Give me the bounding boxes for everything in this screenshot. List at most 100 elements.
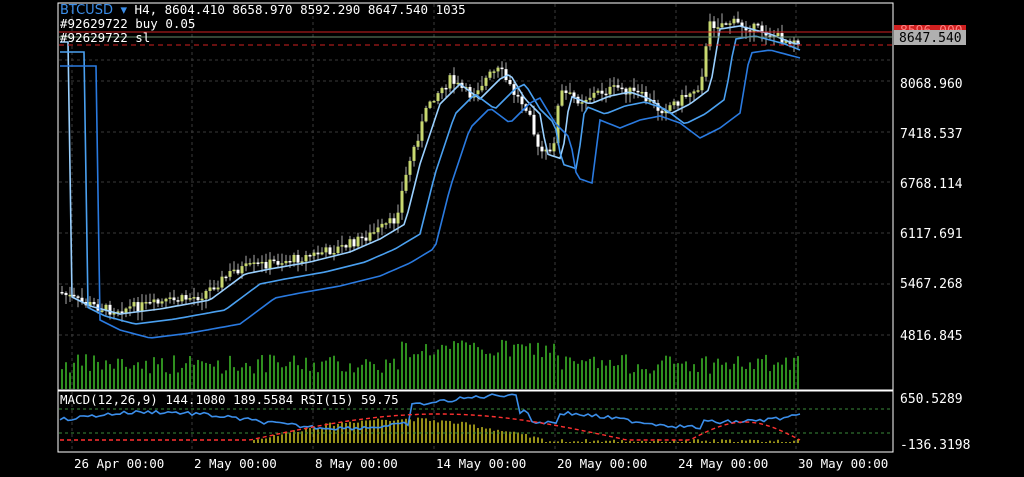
candle-body: [212, 287, 216, 290]
candle-body: [236, 269, 240, 274]
candle-body: [368, 232, 372, 241]
candle-body: [204, 290, 208, 299]
candle-body: [680, 94, 684, 106]
candle-body: [300, 261, 304, 263]
candle-body: [596, 90, 600, 93]
candle-body: [144, 302, 148, 304]
price-label: 4816.845: [900, 329, 963, 344]
candle-body: [68, 294, 72, 297]
candle-body: [504, 69, 508, 81]
candle-body: [76, 296, 80, 298]
candle-body: [424, 107, 428, 122]
time-label: 26 Apr 00:00: [74, 456, 164, 471]
symbol-name[interactable]: BTCUSD: [60, 3, 113, 18]
candle-body: [720, 23, 724, 28]
candle-body: [552, 143, 556, 152]
candle-body: [100, 310, 104, 312]
candle-body: [136, 302, 140, 312]
candle-body: [60, 292, 64, 294]
candle-body: [484, 77, 488, 86]
candle-body: [660, 110, 664, 114]
current-price-text: 8647.540: [899, 31, 962, 46]
current-price-tag: [894, 30, 966, 45]
candle-body: [636, 90, 640, 93]
candle-body: [432, 100, 436, 103]
candle-body: [296, 254, 300, 263]
candle-body: [112, 312, 116, 315]
candle-body: [752, 23, 756, 33]
candle-body: [412, 146, 416, 161]
candle-body: [252, 262, 256, 264]
price-label: 6117.691: [900, 227, 963, 242]
candle-body: [544, 149, 548, 152]
candle-body: [608, 86, 612, 95]
candle-body: [476, 90, 480, 95]
candle-body: [732, 18, 736, 24]
candle-body: [604, 93, 608, 96]
candle-body: [672, 101, 676, 106]
time-label: 24 May 00:00: [678, 456, 768, 471]
candle-body: [404, 174, 408, 191]
candle-body: [156, 299, 160, 304]
candle-body: [320, 252, 324, 255]
candle-body: [276, 261, 280, 265]
price-label: 7418.537: [900, 127, 963, 142]
candle-body: [92, 301, 96, 305]
price-label: 8068.960: [900, 77, 963, 92]
candle-body: [712, 21, 716, 29]
candle-body: [128, 306, 132, 309]
candle-body: [548, 149, 552, 152]
candle-body: [216, 287, 220, 290]
candle-body: [400, 190, 404, 213]
candle-body: [416, 140, 420, 147]
order-levels[interactable]: [59, 31, 892, 46]
candle-body: [744, 26, 748, 31]
candle-body: [176, 300, 180, 302]
candle-body: [180, 295, 184, 302]
candle-body: [616, 85, 620, 88]
candle-body: [592, 92, 596, 98]
candle-body: [272, 259, 276, 262]
candle-body: [284, 261, 288, 264]
candle-body: [696, 90, 700, 92]
candle-body: [760, 25, 764, 33]
candle-body: [280, 263, 284, 265]
candle-body: [336, 246, 340, 253]
candle-body: [380, 223, 384, 228]
candle-body: [288, 261, 292, 263]
candle-body: [196, 297, 200, 301]
candle-body: [584, 99, 588, 103]
candle-body: [324, 247, 328, 253]
candle-body: [388, 218, 392, 224]
candle-body: [588, 97, 592, 100]
candle-body: [304, 255, 308, 262]
candle-body: [372, 232, 376, 234]
symbol-header[interactable]: BTCUSD ▾ H4, 8604.410 8658.970 8592.290 …: [60, 3, 466, 18]
indicator-scale-bottom: -136.3198: [900, 438, 970, 453]
price-label: 5467.268: [900, 277, 963, 292]
candle-body: [684, 94, 688, 97]
candle-body: [292, 254, 296, 263]
candle-body: [152, 299, 156, 303]
candle-body: [480, 85, 484, 91]
candle-body: [232, 269, 236, 272]
candle-body: [328, 247, 332, 255]
candle-body: [784, 40, 788, 43]
candlesticks[interactable]: [60, 11, 800, 322]
price-axis: 8068.960 7418.537 6768.114 6117.691 5467…: [900, 77, 963, 344]
candle-body: [408, 160, 412, 175]
indicator-scale-top: 650.5289: [900, 392, 963, 407]
candle-body: [440, 87, 444, 94]
candle-body: [268, 259, 272, 269]
candle-body: [168, 297, 172, 299]
candle-body: [568, 92, 572, 94]
symbol-dropdown-icon[interactable]: ▾: [120, 3, 128, 18]
rsi-line: [59, 393, 801, 431]
candle-body: [72, 294, 76, 297]
candle-body: [220, 276, 224, 288]
candle-body: [556, 105, 560, 144]
candle-body: [600, 90, 604, 94]
candle-body: [728, 23, 732, 25]
